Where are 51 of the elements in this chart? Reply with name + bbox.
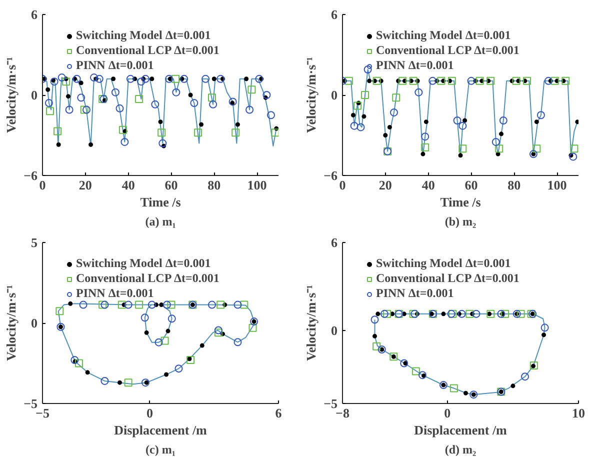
- x-tick-label: 0: [146, 406, 154, 420]
- x-tick-label: 6: [275, 406, 282, 420]
- text: (c) m₁: [146, 442, 176, 456]
- x-tick-label: 80: [508, 178, 521, 192]
- x-tick-label: 40: [122, 178, 135, 192]
- x-tick-label: 40: [422, 178, 435, 192]
- x-axis-title: Displacement /m: [114, 422, 208, 438]
- legend-label: PINN Δt=0.001: [376, 286, 454, 301]
- legend-label: Switching Model Δt=0.001: [76, 256, 211, 271]
- y-tick-label: 6: [331, 7, 338, 22]
- y-tick-label: −5: [324, 396, 338, 411]
- y-tick-label: 0: [331, 88, 338, 102]
- y-tick-label: −6: [24, 168, 38, 183]
- y-tick-label: 6: [331, 235, 338, 250]
- legend-label: PINN Δt=0.001: [76, 58, 154, 73]
- x-tick-label: 60: [164, 178, 178, 192]
- legend-label: PINN Δt=0.001: [376, 58, 454, 73]
- x-tick-label: 100: [247, 178, 267, 192]
- x-tick-label: 60: [464, 178, 478, 192]
- y-tick-label: −5: [24, 396, 38, 411]
- legend-label: Conventional LCP Δt=0.001: [76, 271, 220, 286]
- y-axis-title: Velocity/m·s⁻¹: [4, 56, 19, 134]
- y-tick-label: 6: [31, 7, 38, 22]
- legend-label: Switching Model Δt=0.001: [76, 28, 211, 43]
- x-tick-label: 100: [547, 178, 567, 192]
- legend-label: Conventional LCP Δt=0.001: [76, 43, 220, 58]
- legend-label: Conventional LCP Δt=0.001: [376, 271, 520, 286]
- y-tick-label: 5: [31, 235, 38, 250]
- text: (d) m₂: [444, 442, 477, 456]
- x-axis-title: Displacement /m: [414, 422, 508, 438]
- x-tick-label: 0: [444, 406, 451, 420]
- x-axis-title: Time /s: [440, 194, 481, 210]
- y-tick-label: 0: [331, 322, 338, 338]
- legend-label: Conventional LCP Δt=0.001: [376, 43, 520, 58]
- y-axis-title: Velocity/m·s⁻¹: [304, 284, 319, 362]
- y-tick-label: 0: [31, 316, 38, 330]
- y-axis-title: Velocity/m·s⁻¹: [304, 56, 319, 134]
- x-tick-label: 80: [208, 178, 221, 192]
- legend-label: Switching Model Δt=0.001: [376, 256, 511, 271]
- text: (b) m₂: [444, 214, 477, 228]
- y-tick-label: −6: [324, 168, 338, 183]
- x-tick-label: 10: [572, 406, 585, 420]
- x-tick-label: 20: [378, 178, 392, 192]
- legend-label: Switching Model Δt=0.001: [376, 28, 511, 43]
- legend-label: PINN Δt=0.001: [76, 286, 154, 301]
- text: (a) m₁: [145, 214, 176, 228]
- y-tick-label: 0: [31, 88, 38, 102]
- y-axis-title: Velocity/m·s⁻¹: [4, 284, 19, 362]
- x-axis-title: Time /s: [140, 194, 181, 210]
- x-tick-label: −8: [336, 406, 350, 420]
- x-tick-label: 20: [78, 178, 92, 192]
